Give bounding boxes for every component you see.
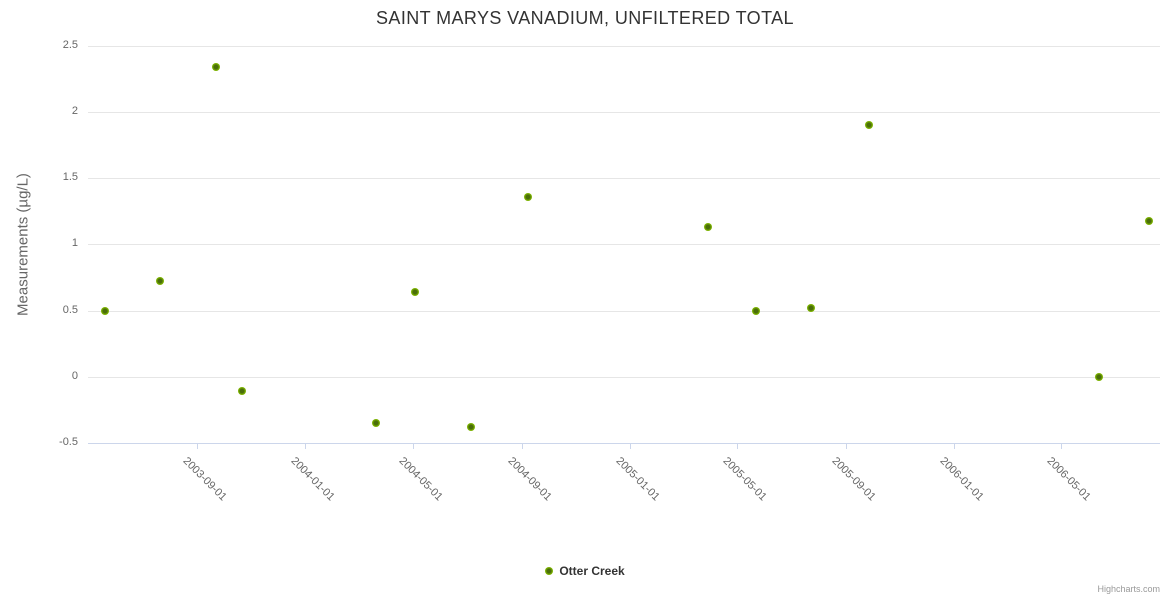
data-point[interactable] [372, 419, 381, 428]
x-axis-label: 2006-05-01 [1044, 455, 1093, 504]
data-point[interactable] [411, 288, 420, 297]
x-axis-label: 2005-01-01 [613, 455, 663, 504]
data-point[interactable] [807, 303, 816, 312]
x-axis-tick [522, 443, 523, 449]
highcharts-credit[interactable]: Highcharts.com [1097, 584, 1160, 594]
x-axis-tick [412, 443, 414, 449]
data-point[interactable] [704, 223, 713, 232]
x-axis-tick [305, 443, 307, 449]
x-axis-line [88, 443, 1160, 444]
x-axis-tick [736, 443, 738, 449]
x-axis-tick [954, 443, 956, 449]
x-axis-label: 2005-05-01 [720, 455, 769, 504]
legend-marker-icon [545, 567, 554, 575]
y-axis-label: 0 [71, 369, 78, 382]
y-axis-label: 1.5 [62, 171, 78, 184]
x-axis-tick [197, 443, 198, 449]
x-axis-tick [1061, 443, 1063, 449]
x-axis-label: 2003-09-01 [180, 455, 229, 504]
y-gridline [88, 178, 1160, 180]
data-point[interactable] [155, 277, 164, 286]
chart-title: SAINT MARYS VANADIUM, UNFILTERED TOTAL [376, 8, 794, 28]
data-point[interactable] [524, 192, 533, 201]
x-axis-label: 2004-01-01 [288, 455, 338, 504]
x-axis-label: 2005-09-01 [829, 455, 878, 504]
x-axis-label: 2004-09-01 [505, 455, 554, 504]
data-point[interactable] [1144, 216, 1153, 225]
y-axis-label: -0.5 [59, 436, 78, 448]
y-axis-label: 1 [71, 237, 78, 250]
y-gridline [88, 310, 1160, 312]
y-gridline [88, 244, 1160, 246]
y-gridline [88, 112, 1160, 113]
legend-item-otter-creek[interactable]: Otter Creek [0, 562, 1170, 580]
x-axis-tick [630, 443, 632, 449]
data-point[interactable] [1095, 372, 1104, 381]
data-point[interactable] [752, 306, 761, 315]
x-axis-label: 2006-01-01 [937, 455, 987, 504]
y-gridline [88, 45, 1160, 47]
data-point[interactable] [238, 387, 247, 396]
y-axis-label: 0.5 [62, 303, 78, 316]
y-axis-label: 2.5 [62, 38, 78, 51]
y-gridline [88, 376, 1160, 378]
x-axis-label: 2004-05-01 [396, 455, 445, 504]
data-point[interactable] [100, 306, 109, 315]
data-point[interactable] [467, 423, 476, 432]
data-point[interactable] [865, 121, 874, 130]
legend-label: Otter Creek [559, 564, 625, 578]
y-axis-label: 2 [71, 105, 78, 117]
x-axis-tick [846, 443, 848, 449]
data-point[interactable] [211, 62, 220, 71]
